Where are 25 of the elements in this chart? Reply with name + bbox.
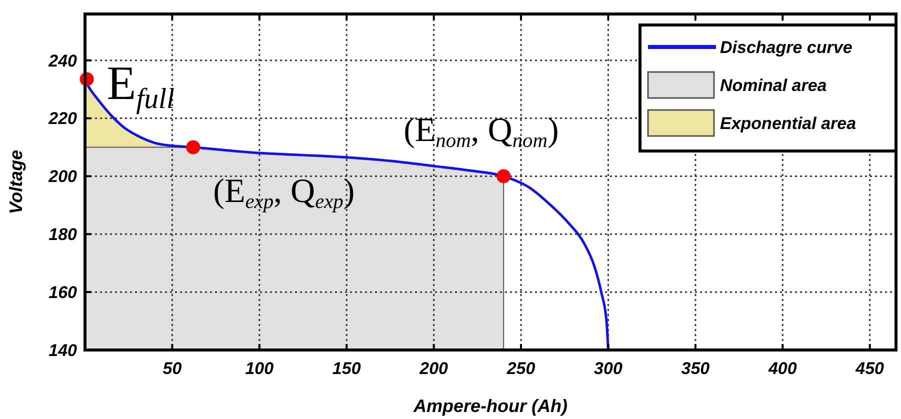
- x-tick-label: 300: [594, 359, 623, 378]
- x-axis-title: Ampere-hour (Ah): [412, 396, 568, 416]
- y-tick-label: 200: [48, 167, 78, 186]
- annotation: (E$_{exp}$, Q$_{exp}$): [213, 173, 355, 214]
- x-tick-label: 350: [681, 359, 710, 378]
- legend-label: Dischagre curve: [720, 38, 852, 57]
- legend-label: Exponential area: [720, 114, 856, 133]
- point: [186, 140, 200, 154]
- y-tick-label: 160: [48, 283, 78, 302]
- legend-label: Nominal area: [720, 76, 827, 95]
- point: [496, 169, 511, 184]
- annotation: E$_{full}$: [106, 57, 174, 115]
- x-tick-label: 250: [506, 359, 536, 378]
- y-tick-label: 180: [48, 225, 78, 244]
- x-tick-label: 200: [418, 359, 449, 378]
- x-tick-label: 50: [162, 359, 182, 378]
- y-axis-title: Voltage: [6, 150, 26, 214]
- y-tick-label: 140: [48, 340, 78, 360]
- x-tick-label: 450: [854, 359, 885, 378]
- x-tick-label: 100: [245, 359, 274, 378]
- y-tick-label: 240: [48, 51, 78, 70]
- x-tick-label: 400: [767, 359, 798, 378]
- annotation: (E$_{nom}$, Q$_{nom}$): [404, 112, 559, 152]
- x-tick-label: 150: [332, 359, 362, 378]
- y-tick-label: 220: [48, 109, 78, 128]
